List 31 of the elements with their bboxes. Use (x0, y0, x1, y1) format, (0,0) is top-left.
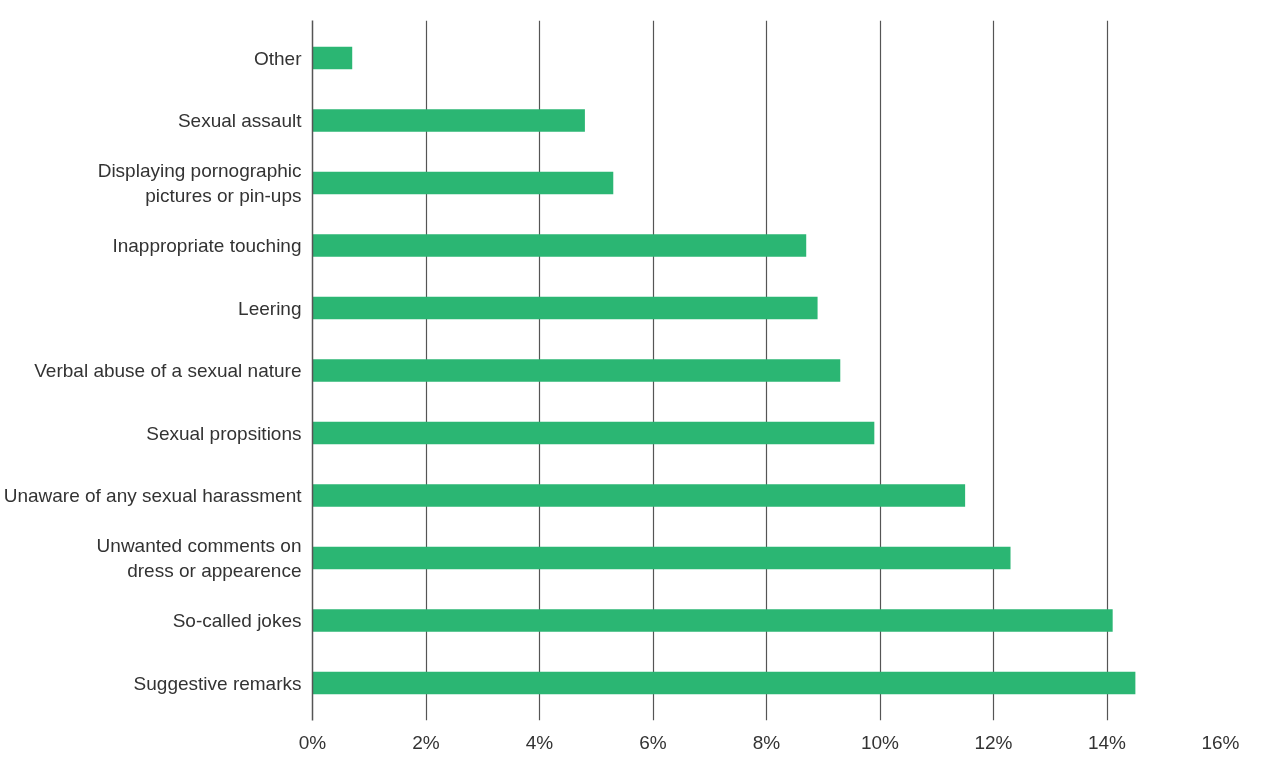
x-tick-label: 14% (1087, 731, 1127, 753)
bar (312, 234, 807, 257)
bar (312, 546, 1011, 570)
x-tick-label: 12% (974, 731, 1013, 753)
x-tick-label: 0% (298, 731, 327, 753)
y-tick-label: Displaying pornographic pictures or pin-ups (97, 159, 302, 207)
y-tick-label: Unwanted comments on dress or appearence (96, 534, 302, 582)
x-tick-label: 6% (639, 731, 667, 753)
bar (312, 109, 585, 132)
y-tick-label: Sexual assault (177, 110, 303, 131)
x-tick-label: 10% (860, 731, 900, 753)
bar (312, 484, 966, 507)
x-tick-label: 4% (525, 731, 554, 753)
y-tick-label: Sexual propsitions (146, 422, 302, 444)
bar (312, 171, 614, 195)
bar (312, 671, 1136, 695)
bar (312, 296, 818, 320)
y-tick-label: So-called jokes (172, 610, 302, 631)
bar (312, 46, 353, 70)
x-tick-label: 2% (412, 731, 440, 753)
y-tick-label: Unaware of any sexual harassment (3, 485, 303, 506)
y-tick-label: Inappropriate touching (112, 235, 302, 256)
y-tick-label: Suggestive remarks (133, 672, 302, 694)
x-tick-label: 8% (752, 731, 781, 753)
bar (312, 421, 875, 445)
bar (312, 609, 1113, 632)
y-tick-label: Verbal abuse of a sexual nature (34, 360, 302, 381)
x-tick-label: 16% (1201, 731, 1240, 753)
y-tick-label: Leering (238, 297, 302, 319)
bar (312, 359, 841, 382)
y-tick-label: Other (253, 47, 303, 69)
